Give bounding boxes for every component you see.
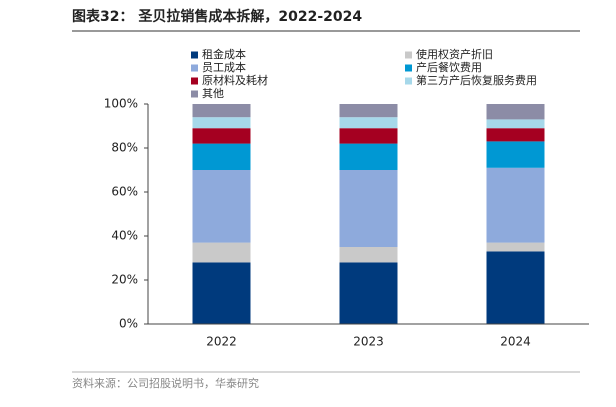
bar-segment [192,117,251,129]
y-tick-label: 60% [111,185,138,199]
y-tick-label: 20% [111,273,138,287]
x-tick-label: 2022 [206,335,237,349]
bar-segment [192,170,251,243]
legend-label: 员工成本 [202,60,246,74]
y-tick-label: 80% [111,141,138,155]
bar-segment [192,262,251,324]
legend-swatch [191,64,198,72]
legend-swatch [405,77,412,85]
legend-label: 产后餐饮费用 [416,60,482,74]
bar-segment [486,251,545,324]
chart-title: 图表32： 圣贝拉销售成本拆解，2022-2024 [72,8,362,25]
bar-segment [339,128,398,144]
legend-swatch [191,51,198,59]
source-note: 资料来源：公司招股说明书，华泰研究 [72,376,259,390]
legend-swatch [405,51,412,59]
bar-segment [486,128,545,142]
bar-segment [192,242,251,263]
y-tick-label: 100% [104,97,138,111]
x-tick-label: 2023 [353,335,384,349]
x-tick-label: 2024 [500,335,531,349]
legend-label: 使用权资产折旧 [416,47,493,61]
legend-swatch [191,90,198,98]
legend-label: 原材料及耗材 [202,73,268,87]
legend-swatch [191,77,198,85]
bar-segment [339,143,398,170]
y-tick-label: 40% [111,229,138,243]
bar-segment [339,262,398,324]
bar-segment [192,128,251,144]
bar-segment [339,247,398,263]
bar-segment [486,119,545,129]
bar-segment [486,242,545,252]
legend-label: 租金成本 [202,47,246,61]
bar-segment [339,104,398,118]
bar-segment [339,170,398,247]
bar-segment [486,104,545,120]
bar-segment [486,167,545,243]
legend-label: 第三方产后恢复服务费用 [416,73,537,87]
legend-swatch [405,64,412,72]
bar-segment [192,104,251,118]
bar-segment [486,141,545,168]
y-tick-label: 0% [119,317,138,331]
legend-label: 其他 [202,87,224,100]
bar-segment [339,117,398,129]
bar-segment [192,143,251,170]
